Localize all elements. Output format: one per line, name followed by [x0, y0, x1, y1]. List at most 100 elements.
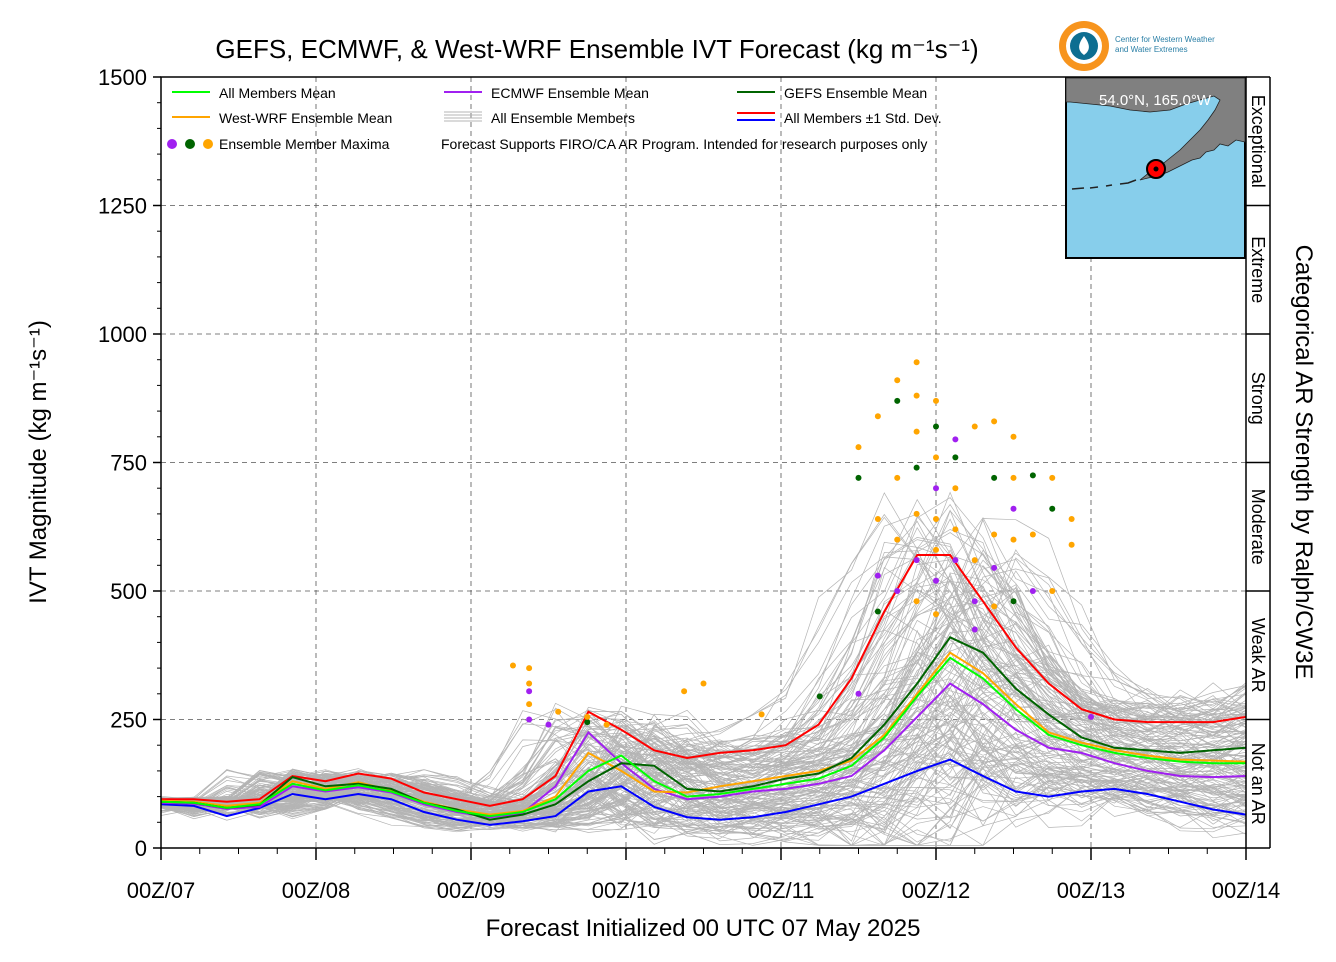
- right-axis-label: Categorical AR Strength by Ralph/CW3E: [1290, 245, 1317, 680]
- series-std-upper: [161, 554, 1247, 807]
- ensemble-member-line: [160, 532, 1247, 807]
- ar-category-axis: Not an AR Weak AR Moderate Strong Extreme Exc…: [1246, 76, 1271, 849]
- maxima-point: [913, 428, 920, 435]
- y-tick-label: 1250: [98, 194, 147, 219]
- x-tick-label: 00Z/11: [748, 878, 815, 903]
- maxima-point: [913, 464, 920, 471]
- y-axis: 0 250 500 750 1000 1250 1500: [98, 65, 161, 861]
- ar-category-label: Strong: [1248, 372, 1268, 425]
- series-ecmwf-mean: [160, 682, 1247, 819]
- maxima-point: [1049, 588, 1056, 594]
- maxima-point: [1068, 541, 1075, 548]
- map-location-label: 54.0°N, 165.0°W: [1099, 92, 1212, 109]
- maxima-point: [933, 397, 939, 404]
- y-axis-label: IVT Magnitude (kg m⁻¹s⁻¹): [25, 320, 52, 604]
- maxima-point: [603, 721, 610, 728]
- cw3e-logo-text-line1: Center for Western Weather: [1115, 35, 1215, 44]
- maxima-point: [1029, 472, 1036, 479]
- legend-note: Forecast Supports FIRO/CA AR Program. In…: [441, 136, 927, 152]
- maxima-point: [991, 418, 998, 425]
- maxima-point: [991, 531, 998, 538]
- maxima-point: [991, 603, 998, 610]
- legend-ecmwf-mean: ECMWF Ensemble Mean: [491, 85, 649, 101]
- y-tick-label: 1000: [98, 322, 147, 347]
- x-tick-label: 00Z/08: [282, 878, 351, 903]
- maxima-point: [526, 716, 533, 723]
- y-tick-label: 750: [110, 451, 147, 476]
- cw3e-logo-text-line2: and Water Extremes: [1115, 45, 1188, 54]
- cw3e-logo: Center for Western Weather and Water Ext…: [1059, 21, 1215, 71]
- maxima-point: [971, 423, 978, 430]
- maxima-point: [913, 557, 920, 564]
- x-tick-label: 00Z/10: [592, 878, 661, 903]
- legend-wrf-mean: West-WRF Ensemble Mean: [219, 110, 392, 126]
- maxima-point: [681, 688, 688, 695]
- maxima-point: [952, 557, 959, 564]
- ensemble-member-line: [160, 510, 1247, 803]
- x-tick-label: 00Z/13: [1057, 878, 1126, 903]
- ensemble-member-line: [160, 590, 1247, 811]
- y-tick-label: 0: [135, 836, 147, 861]
- maxima-point: [933, 546, 939, 553]
- maxima-point: [894, 377, 901, 384]
- maxima-point: [526, 688, 533, 695]
- maxima-point: [913, 510, 920, 517]
- maxima-point: [1010, 505, 1017, 512]
- x-tick-label: 00Z/12: [902, 878, 971, 903]
- legend: All Members Mean West-WRF Ensemble Mean …: [167, 85, 942, 152]
- legend-maxima: Ensemble Member Maxima: [219, 136, 390, 152]
- maxima-point: [933, 423, 939, 430]
- ensemble-member-line: [160, 529, 1247, 803]
- ensemble-member-line: [161, 600, 1247, 815]
- legend-gefs-mean: GEFS Ensemble Mean: [784, 85, 927, 101]
- series-gefs-mean: [160, 636, 1247, 821]
- legend-std-dev: All Members ±1 Std. Dev.: [784, 110, 942, 126]
- maxima-point: [952, 454, 959, 461]
- maxima-point: [894, 397, 901, 404]
- maxima-point: [991, 474, 998, 481]
- series-std-lower: [160, 758, 1247, 826]
- maxima-point: [526, 665, 533, 672]
- maxima-point: [584, 719, 591, 726]
- maxima-point: [1010, 433, 1017, 440]
- ensemble-member-line: [160, 767, 1247, 846]
- maxima-point: [933, 611, 939, 618]
- maxima-point: [952, 436, 959, 443]
- maxima-point: [1068, 516, 1075, 523]
- location-map-inset: 54.0°N, 165.0°W: [1065, 77, 1246, 259]
- maxima-point: [933, 516, 939, 523]
- maxima-point: [1010, 474, 1017, 481]
- map-land: [1065, 77, 1246, 181]
- chart-title: GEFS, ECMWF, & West-WRF Ensemble IVT For…: [215, 34, 978, 64]
- maxima-point: [933, 485, 939, 492]
- maxima-point: [971, 598, 978, 605]
- maxima-point: [894, 536, 901, 543]
- ensemble-member-line: [160, 539, 1247, 803]
- maxima-point: [874, 608, 881, 615]
- maxima-point: [933, 577, 939, 584]
- maxima-point: [1029, 531, 1036, 538]
- x-tick-label: 00Z/14: [1212, 878, 1281, 903]
- ensemble-member-line: [160, 737, 1247, 825]
- maxima-point: [1029, 588, 1036, 594]
- maxima-point: [894, 588, 901, 594]
- maxima-point: [1010, 536, 1017, 543]
- maxima-point: [952, 526, 959, 533]
- maxima-point: [1088, 713, 1094, 720]
- maxima-point: [509, 662, 516, 669]
- maxima-point: [933, 454, 939, 461]
- maxima-point: [952, 485, 959, 492]
- y-tick-label: 250: [110, 708, 147, 733]
- maxima-point: [545, 721, 552, 728]
- legend-all-members: All Ensemble Members: [491, 110, 635, 126]
- maxima-point: [555, 708, 562, 715]
- ensemble-member-line: [160, 786, 1247, 846]
- ar-category-label: Extreme: [1248, 236, 1268, 303]
- series-all-mean: [160, 656, 1246, 818]
- x-axis: 00Z/07 00Z/08 00Z/09 00Z/10 00Z/11 00Z/12 00Z/…: [127, 848, 1281, 903]
- maxima-point: [913, 392, 920, 399]
- maxima-point: [1049, 505, 1056, 512]
- maxima-point: [874, 413, 881, 420]
- maxima-point: [584, 713, 591, 720]
- ensemble-member-maxima: [509, 359, 1094, 728]
